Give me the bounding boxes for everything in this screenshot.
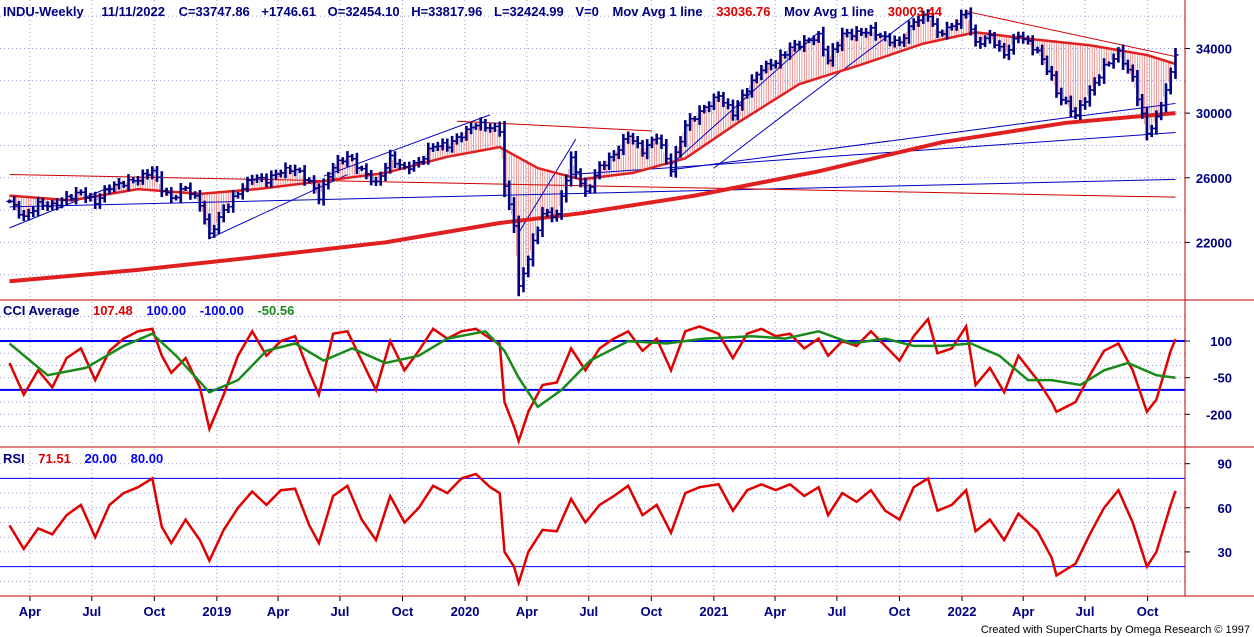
x-tick-label-9: Jul (579, 604, 598, 619)
x-tick-label-16: Apr (1012, 604, 1034, 619)
rsi-lower-readout: 20.00 (84, 451, 117, 466)
cci-line (8, 316, 1177, 446)
panel-borders (0, 0, 1254, 597)
cci-ytick-label-2: -200 (1206, 407, 1232, 422)
cci-panel (0, 316, 1185, 446)
cci-average-line (8, 329, 1176, 409)
cci-ytick-label-0: 100 (1210, 334, 1232, 349)
trendline-0 (9, 187, 110, 229)
rsi-ytick-label-0: 90 (1218, 457, 1232, 472)
trendline-9 (456, 120, 653, 132)
change-readout: +1746.61 (261, 4, 316, 19)
price-ytick-label-3: 34000 (1196, 41, 1232, 56)
x-tick-label-8: Apr (516, 604, 538, 619)
rsi-value-readout: 71.51 (38, 451, 71, 466)
rsi-title: RSI (3, 451, 25, 466)
ma1-label: Mov Avg 1 line (613, 4, 703, 19)
trendline-8 (9, 174, 1176, 198)
cci-avg-readout: -50.56 (257, 303, 294, 318)
trendline-5 (713, 15, 915, 169)
trendline-2 (323, 114, 491, 177)
volume-readout: V=0 (575, 4, 599, 19)
low-readout: L=32424.99 (494, 4, 564, 19)
cci-value-readout: 107.48 (93, 303, 133, 318)
high-readout: H=33817.96 (411, 4, 482, 19)
ma2-value: 30003.44 (888, 4, 943, 19)
price-ytick-label-1: 26000 (1196, 171, 1232, 186)
ma2-label: Mov Avg 1 line (784, 4, 874, 19)
x-tick-label-10: Oct (640, 604, 662, 619)
price-y-ticks: 22000 26000 30000 34000 (1185, 41, 1232, 250)
ma1-line (9, 31, 1176, 202)
x-tick-label-11: 2021 (699, 604, 728, 619)
x-tick-label-14: Oct (889, 604, 911, 619)
trendline-3 (518, 138, 577, 233)
x-tick-label-5: Jul (331, 604, 350, 619)
cci-ytick-label-1: -50 (1213, 371, 1232, 386)
close-readout: C=33747.86 (179, 4, 250, 19)
price-panel (6, 7, 1179, 297)
open-readout: O=32454.10 (328, 4, 400, 19)
rsi-upper-readout: 80.00 (131, 451, 164, 466)
x-tick-label-6: Oct (392, 604, 414, 619)
x-tick-label-15: 2022 (948, 604, 977, 619)
cci-header: CCI Average 107.48 100.00 -100.00 -50.56 (3, 303, 294, 318)
x-tick-label-3: 2019 (202, 604, 231, 619)
x-tick-label-17: Jul (1076, 604, 1095, 619)
trendline-6 (670, 102, 1176, 171)
rsi-level-lines (0, 477, 1185, 568)
price-bars (6, 7, 1179, 297)
x-tick-label-13: Jul (828, 604, 847, 619)
symbol-label: INDU-Weekly (3, 4, 84, 19)
rsi-line (8, 472, 1177, 588)
rsi-ytick-label-1: 60 (1218, 501, 1232, 516)
x-tick-label-4: Apr (267, 604, 289, 619)
cci-y-ticks: 100 -50 -200 (1185, 334, 1232, 422)
x-tick-label-7: 2020 (451, 604, 480, 619)
rsi-header: RSI 71.51 20.00 80.00 (3, 451, 163, 466)
x-tick-label-12: Apr (764, 604, 786, 619)
cci-upper-readout: 100.00 (146, 303, 186, 318)
price-ytick-label-2: 30000 (1196, 106, 1232, 121)
credit-text: Created with SuperCharts by Omega Resear… (981, 624, 1250, 636)
rsi-ytick-label-2: 30 (1218, 545, 1232, 560)
trendline-10 (965, 10, 1176, 58)
x-axis-ticks: Apr Jul Oct 2019 Apr Jul Oct 2020 Apr Jul Oct 2021 A… (19, 596, 1159, 619)
rsi-panel (0, 472, 1185, 588)
rsi-y-ticks: 90 60 30 (1185, 457, 1232, 560)
cci-level-lines (0, 340, 1185, 391)
x-tick-label-1: Jul (82, 604, 101, 619)
price-header: INDU-Weekly 11/11/2022 C=33747.86 +1746.… (3, 4, 943, 19)
x-tick-label-18: Oct (1137, 604, 1159, 619)
price-ytick-label-0: 22000 (1196, 235, 1232, 250)
ma1-value: 33036.76 (716, 4, 770, 19)
trendline-4 (670, 31, 819, 166)
date-label: 11/11/2022 (101, 4, 165, 19)
x-tick-label-2: Oct (143, 604, 165, 619)
cci-lower-readout: -100.00 (200, 303, 244, 318)
x-tick-label-0: Apr (19, 604, 41, 619)
ma2-line (9, 111, 1176, 284)
cci-title: CCI Average (3, 303, 79, 318)
